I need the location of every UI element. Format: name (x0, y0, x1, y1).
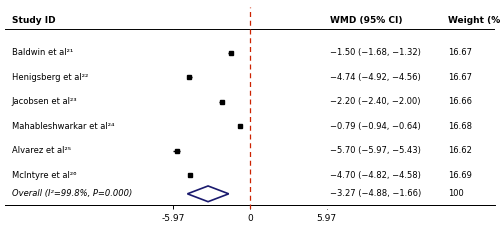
Text: Jacobsen et al²³: Jacobsen et al²³ (12, 97, 78, 106)
Text: Baldwin et al²¹: Baldwin et al²¹ (12, 48, 73, 57)
Text: −4.70 (−4.82, −4.58): −4.70 (−4.82, −4.58) (330, 171, 421, 180)
Text: −0.79 (−0.94, −0.64): −0.79 (−0.94, −0.64) (330, 122, 420, 131)
Polygon shape (188, 186, 228, 202)
Text: −4.74 (−4.92, −4.56): −4.74 (−4.92, −4.56) (330, 73, 420, 82)
Text: 100: 100 (448, 189, 464, 198)
Text: 16.62: 16.62 (448, 146, 471, 155)
Text: −2.20 (−2.40, −2.00): −2.20 (−2.40, −2.00) (330, 97, 420, 106)
Text: Alvarez et al²⁵: Alvarez et al²⁵ (12, 146, 71, 155)
Text: 16.67: 16.67 (448, 73, 472, 82)
Text: −3.27 (−4.88, −1.66): −3.27 (−4.88, −1.66) (330, 189, 421, 198)
Text: 16.68: 16.68 (448, 122, 472, 131)
Text: 16.66: 16.66 (448, 97, 472, 106)
Text: Overall (I²=99.8%, P=0.000): Overall (I²=99.8%, P=0.000) (12, 189, 132, 198)
Text: 16.67: 16.67 (448, 48, 472, 57)
Text: Henigsberg et al²²: Henigsberg et al²² (12, 73, 88, 82)
Text: Weight (%): Weight (%) (448, 16, 500, 25)
Text: WMD (95% CI): WMD (95% CI) (330, 16, 402, 25)
Text: −5.70 (−5.97, −5.43): −5.70 (−5.97, −5.43) (330, 146, 421, 155)
Text: 16.69: 16.69 (448, 171, 471, 180)
Text: Mahableshwarkar et al²⁴: Mahableshwarkar et al²⁴ (12, 122, 114, 131)
Text: Study ID: Study ID (12, 16, 56, 25)
Text: −1.50 (−1.68, −1.32): −1.50 (−1.68, −1.32) (330, 48, 421, 57)
Text: McIntyre et al²⁶: McIntyre et al²⁶ (12, 171, 76, 180)
